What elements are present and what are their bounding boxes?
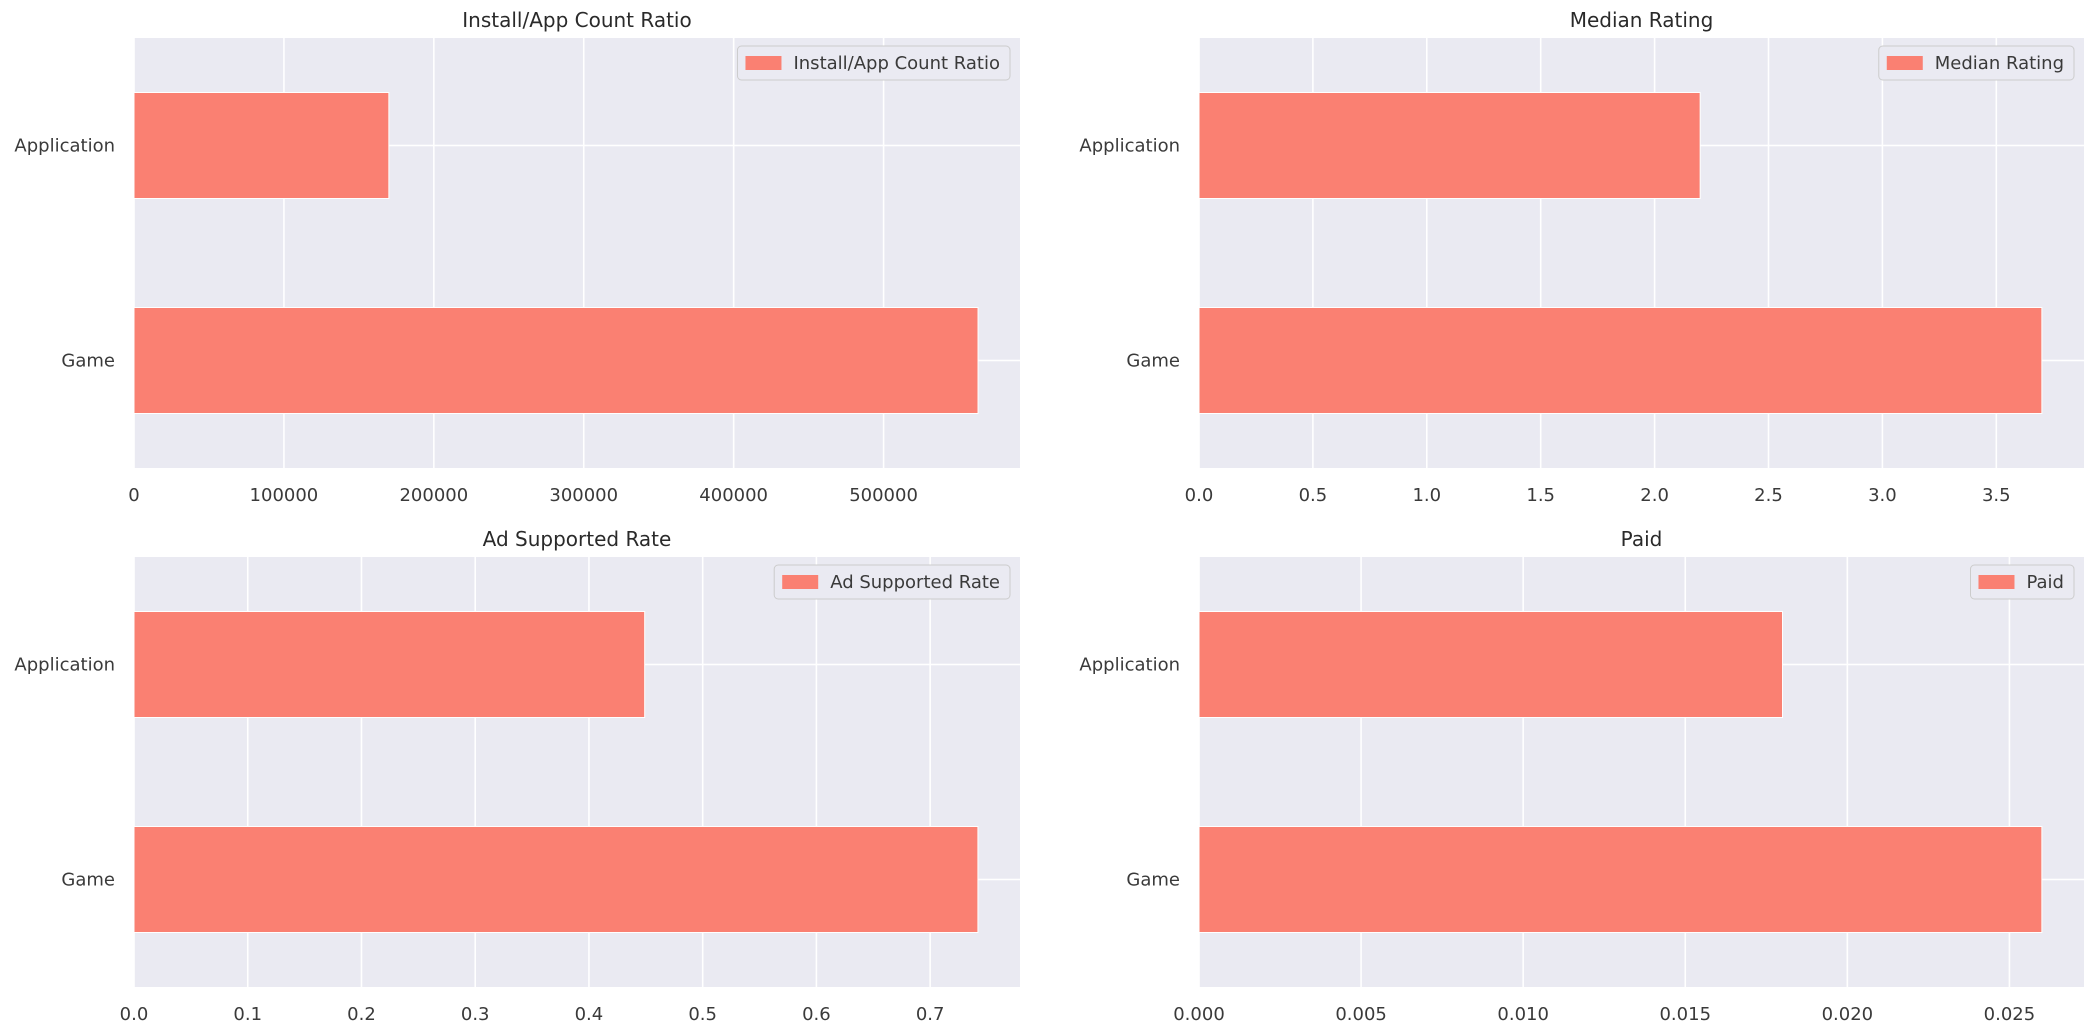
chart-4-x-tick-label-0: 0.000 — [1173, 1004, 1225, 1025]
chart-4-category-label-game: Game — [1126, 870, 1180, 891]
chart-4-x-tick-label-5: 0.025 — [1984, 1004, 2036, 1025]
chart-1-x-tick-label-5: 500000 — [849, 485, 918, 506]
chart-2-bar-application — [1198, 92, 1701, 199]
chart-2-x-tick-label-1: 0.5 — [1299, 485, 1328, 506]
chart-3-x-tick-label-2: 0.2 — [347, 1004, 376, 1025]
chart-1-legend-box — [736, 45, 1011, 81]
chart-2-x-tick-label-3: 1.5 — [1526, 485, 1555, 506]
chart-4-x-tick-label-1: 0.005 — [1335, 1004, 1387, 1025]
chart-1-bar-game — [133, 307, 979, 414]
chart-2-legend-label: Median Rating — [1935, 53, 2064, 74]
chart-1-title: Install/App Count Ratio — [462, 8, 691, 32]
chart-3-title: Ad Supported Rate — [483, 527, 672, 551]
chart-4-x-tick-label-3: 0.015 — [1659, 1004, 1711, 1025]
chart-3-x-tick-label-1: 0.1 — [233, 1004, 262, 1025]
chart-3-legend-label: Ad Supported Rate — [830, 572, 1000, 593]
chart-3-panel: Game Application 0.0 0.1 0.2 0.3 0.4 0.5 0.6 0.7 A… — [14, 527, 1020, 1025]
chart-2-panel: Game Application 0.0 0.5 1.0 1.5 2.0 2.5 3.0 3.5 M… — [1079, 8, 2084, 506]
chart-2-x-tick-label-7: 3.5 — [1982, 485, 2011, 506]
chart-3-x-tick-label-6: 0.6 — [802, 1004, 831, 1025]
chart-1-x-tick-label-2: 200000 — [399, 485, 468, 506]
chart-4-legend-label: Paid — [2026, 572, 2064, 593]
chart-2-x-tick-label-0: 0.0 — [1185, 485, 1214, 506]
chart-4-legend-swatch — [1978, 575, 2015, 589]
chart-3-bar-game — [133, 826, 979, 933]
chart-2-title: Median Rating — [1570, 8, 1714, 32]
chart-1-legend-swatch — [745, 56, 782, 70]
chart-4-legend: Paid — [1969, 564, 2075, 600]
chart-3-x-tick-label-0: 0.0 — [120, 1004, 149, 1025]
chart-3-category-label-application: Application — [14, 655, 115, 676]
chart-4-category-label-application: Application — [1079, 655, 1180, 676]
chart-3-x-tick-label-5: 0.5 — [688, 1004, 717, 1025]
chart-3-x-tick-label-7: 0.7 — [916, 1004, 945, 1025]
chart-1-x-tick-label-4: 400000 — [699, 485, 768, 506]
chart-1-category-label-game: Game — [61, 351, 115, 372]
chart-2-x-tick-label-4: 2.0 — [1640, 485, 1669, 506]
chart-1-x-tick-label-1: 100000 — [250, 485, 319, 506]
chart-4-bar-application — [1198, 611, 1784, 718]
chart-1-x-tick-label-3: 300000 — [549, 485, 618, 506]
chart-1-x-tick-label-0: 0 — [128, 485, 139, 506]
chart-1-panel: Game Application 0 100000 200000 300000 400000… — [14, 8, 1020, 506]
chart-4-title: Paid — [1621, 527, 1663, 551]
chart-3-legend: Ad Supported Rate — [773, 564, 1011, 600]
chart-4-x-tick-label-2: 0.010 — [1497, 1004, 1549, 1025]
chart-2-legend-swatch — [1886, 56, 1923, 70]
chart-3-x-tick-label-4: 0.4 — [575, 1004, 604, 1025]
chart-3-category-label-game: Game — [61, 870, 115, 891]
chart-4-panel: Game Application 0.000 0.005 0.010 0.015 0.020… — [1079, 527, 2084, 1025]
chart-2-x-tick-label-2: 1.0 — [1412, 485, 1441, 506]
chart-2-category-label-application: Application — [1079, 136, 1180, 157]
chart-3-legend-box — [773, 564, 1011, 600]
chart-2-x-tick-label-6: 3.0 — [1868, 485, 1897, 506]
chart-1-legend: Install/App Count Ratio — [736, 45, 1011, 81]
chart-3-bar-application — [133, 611, 646, 718]
chart-1-bar-application — [133, 92, 390, 199]
chart-2-legend-box — [1878, 45, 2075, 81]
chart-1-legend-label: Install/App Count Ratio — [793, 53, 1000, 74]
chart-4-legend-box — [1969, 564, 2075, 600]
chart-4-x-tick-label-4: 0.020 — [1822, 1004, 1874, 1025]
chart-2-category-label-game: Game — [1126, 351, 1180, 372]
chart-3-legend-swatch — [782, 575, 819, 589]
chart-3-x-tick-label-3: 0.3 — [461, 1004, 490, 1025]
chart-1-category-label-application: Application — [14, 136, 115, 157]
chart-2-x-tick-label-5: 2.5 — [1754, 485, 1783, 506]
chart-2-legend: Median Rating — [1878, 45, 2075, 81]
chart-2-bar-game — [1198, 307, 2043, 414]
chart-4-bar-game — [1198, 826, 2043, 933]
